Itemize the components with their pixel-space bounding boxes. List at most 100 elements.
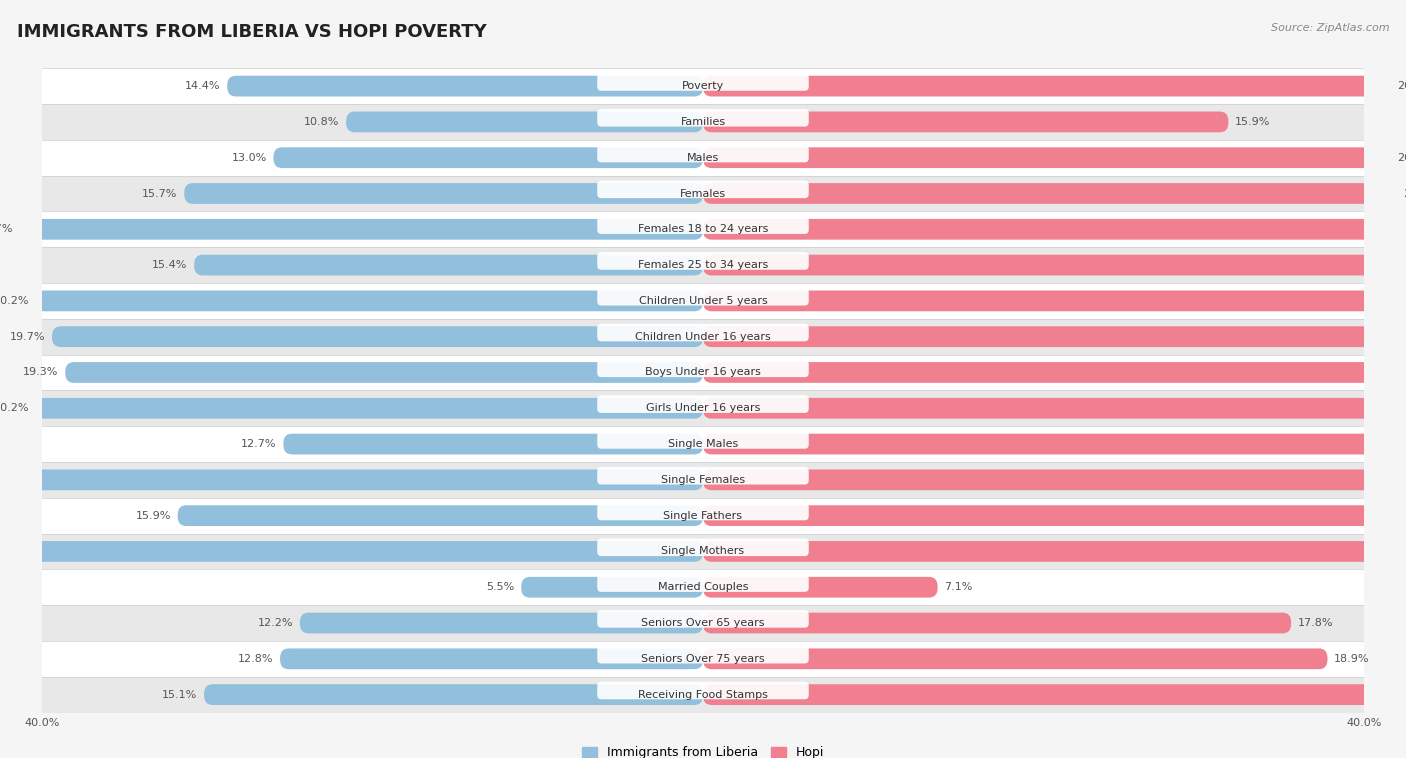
Text: 18.9%: 18.9% [1334,654,1369,664]
Bar [42,283,1364,319]
FancyBboxPatch shape [184,183,703,204]
FancyBboxPatch shape [273,147,703,168]
Text: Poverty: Poverty [682,81,724,91]
FancyBboxPatch shape [20,219,703,240]
Text: 12.8%: 12.8% [238,654,273,664]
Text: Married Couples: Married Couples [658,582,748,592]
FancyBboxPatch shape [703,290,1406,312]
Bar [42,211,1364,247]
Text: Seniors Over 65 years: Seniors Over 65 years [641,618,765,628]
FancyBboxPatch shape [703,577,938,597]
FancyBboxPatch shape [703,612,1291,634]
FancyBboxPatch shape [598,467,808,484]
FancyBboxPatch shape [703,684,1406,705]
Text: Girls Under 16 years: Girls Under 16 years [645,403,761,413]
Text: 12.7%: 12.7% [242,439,277,449]
FancyBboxPatch shape [299,612,703,634]
Bar [42,176,1364,211]
FancyBboxPatch shape [52,326,703,347]
FancyBboxPatch shape [0,541,703,562]
Bar [42,68,1364,104]
FancyBboxPatch shape [598,216,808,234]
Text: Children Under 5 years: Children Under 5 years [638,296,768,306]
FancyBboxPatch shape [598,145,808,162]
FancyBboxPatch shape [598,610,808,628]
Text: 10.8%: 10.8% [304,117,340,127]
Text: Females 18 to 24 years: Females 18 to 24 years [638,224,768,234]
FancyBboxPatch shape [598,503,808,520]
Bar [42,534,1364,569]
Bar [42,426,1364,462]
Bar [42,390,1364,426]
FancyBboxPatch shape [194,255,703,275]
Text: 14.4%: 14.4% [186,81,221,91]
Bar [42,139,1364,176]
FancyBboxPatch shape [598,681,808,700]
FancyBboxPatch shape [598,252,808,270]
Bar [42,319,1364,355]
Text: 19.7%: 19.7% [10,332,45,342]
FancyBboxPatch shape [703,434,1406,455]
FancyBboxPatch shape [0,469,703,490]
Bar [42,355,1364,390]
Text: 20.2%: 20.2% [0,296,30,306]
FancyBboxPatch shape [177,506,703,526]
Text: IMMIGRANTS FROM LIBERIA VS HOPI POVERTY: IMMIGRANTS FROM LIBERIA VS HOPI POVERTY [17,23,486,41]
FancyBboxPatch shape [598,180,808,198]
FancyBboxPatch shape [703,219,1406,240]
Text: Boys Under 16 years: Boys Under 16 years [645,368,761,377]
Text: 15.9%: 15.9% [135,511,172,521]
Legend: Immigrants from Liberia, Hopi: Immigrants from Liberia, Hopi [576,741,830,758]
Text: 15.1%: 15.1% [162,690,197,700]
Text: 15.4%: 15.4% [152,260,187,270]
Text: Families: Families [681,117,725,127]
FancyBboxPatch shape [703,111,1229,133]
FancyBboxPatch shape [228,76,703,96]
FancyBboxPatch shape [703,398,1406,418]
FancyBboxPatch shape [65,362,703,383]
Text: 20.2%: 20.2% [0,403,30,413]
Text: 20.8%: 20.8% [1396,81,1406,91]
Text: Receiving Food Stamps: Receiving Food Stamps [638,690,768,700]
Text: 7.1%: 7.1% [945,582,973,592]
Text: 13.0%: 13.0% [232,152,267,163]
Text: Single Fathers: Single Fathers [664,511,742,521]
Bar [42,641,1364,677]
FancyBboxPatch shape [703,469,1406,490]
Text: Females 25 to 34 years: Females 25 to 34 years [638,260,768,270]
FancyBboxPatch shape [598,73,808,91]
Text: Single Females: Single Females [661,475,745,485]
FancyBboxPatch shape [598,359,808,377]
Bar [42,498,1364,534]
Bar [42,104,1364,139]
Text: 15.7%: 15.7% [142,189,177,199]
FancyBboxPatch shape [598,395,808,413]
FancyBboxPatch shape [703,326,1406,347]
FancyBboxPatch shape [703,506,1406,526]
Text: 19.3%: 19.3% [24,368,59,377]
Bar [42,462,1364,498]
FancyBboxPatch shape [703,541,1406,562]
FancyBboxPatch shape [284,434,703,455]
FancyBboxPatch shape [598,288,808,305]
FancyBboxPatch shape [598,109,808,127]
FancyBboxPatch shape [35,398,703,418]
FancyBboxPatch shape [35,290,703,312]
FancyBboxPatch shape [703,648,1327,669]
Text: 15.9%: 15.9% [1234,117,1271,127]
Bar [42,677,1364,713]
FancyBboxPatch shape [280,648,703,669]
Bar [42,247,1364,283]
FancyBboxPatch shape [703,362,1406,383]
Text: Seniors Over 75 years: Seniors Over 75 years [641,654,765,664]
FancyBboxPatch shape [522,577,703,597]
Text: 21.0%: 21.0% [1403,189,1406,199]
Bar [42,569,1364,605]
Text: 20.7%: 20.7% [0,224,13,234]
Text: 20.8%: 20.8% [1396,152,1406,163]
Text: 5.5%: 5.5% [486,582,515,592]
Bar [42,605,1364,641]
FancyBboxPatch shape [703,147,1391,168]
Text: Single Mothers: Single Mothers [661,547,745,556]
FancyBboxPatch shape [703,183,1396,204]
